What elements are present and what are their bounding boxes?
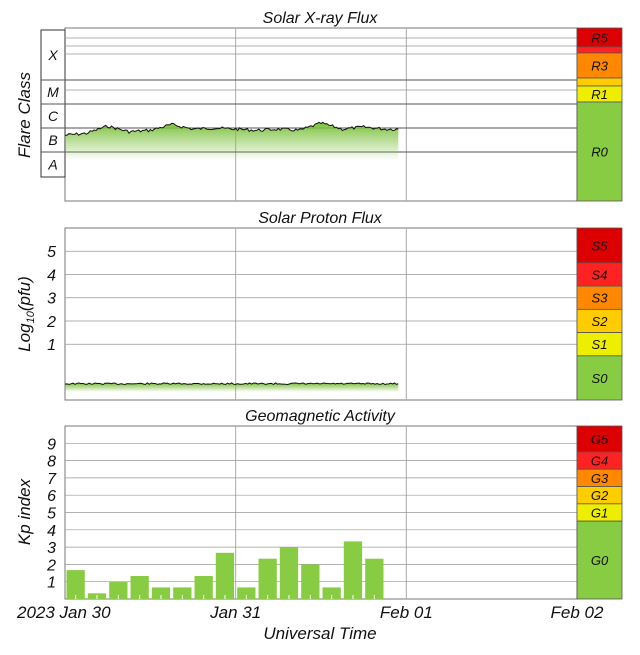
kp-bar — [343, 541, 363, 599]
scale-label: G2 — [591, 488, 609, 503]
scale-label: R0 — [591, 145, 608, 160]
y-tick-label: 4 — [47, 267, 56, 284]
scale-segment — [576, 227, 623, 264]
y-tick-label: 2 — [46, 557, 56, 574]
scale-label: S5 — [592, 238, 609, 253]
kp-bar — [215, 552, 235, 599]
flare-class-label: C — [48, 108, 59, 124]
panel-title: Solar Proton Flux — [258, 210, 383, 227]
kp-bar — [194, 576, 213, 599]
scale-segment — [576, 46, 623, 54]
scale-label: R5 — [591, 31, 608, 46]
y-tick-label: 5 — [47, 244, 56, 261]
x-tick-label: Feb 01 — [380, 603, 433, 622]
kp-bar — [279, 547, 299, 599]
y-tick-label: 1 — [47, 337, 56, 354]
scale-label: G3 — [591, 471, 609, 486]
scale-segment — [576, 520, 623, 600]
flare-class-label: A — [47, 157, 57, 173]
kp-bar — [237, 587, 256, 599]
y-tick-label: 9 — [47, 436, 56, 453]
y-tick-label: 4 — [47, 523, 56, 540]
scale-segment — [576, 425, 623, 453]
kp-bar — [151, 587, 171, 599]
y-axis-title: Kp index — [15, 478, 34, 545]
y-tick-label: 8 — [47, 454, 56, 471]
x-axis-title: Universal Time — [263, 624, 376, 643]
kp-bar — [258, 558, 277, 599]
y-tick-label: 5 — [47, 506, 56, 523]
panel-title: Geomagnetic Activity — [245, 408, 396, 425]
proton-flux-area — [65, 382, 399, 392]
panel-frame — [64, 227, 578, 401]
xray-flux-line — [65, 121, 399, 136]
y-tick-label: 2 — [46, 314, 56, 331]
y-tick-label: 3 — [47, 540, 56, 557]
proton-flux-line — [64, 382, 399, 386]
scale-label: S4 — [592, 267, 608, 282]
scale-label: G1 — [591, 506, 608, 521]
y-tick-label: 1 — [47, 575, 56, 592]
y-tick-label: 3 — [47, 291, 56, 308]
scale-segment — [576, 77, 623, 87]
scale-label: S3 — [592, 291, 609, 306]
scale-label: S0 — [592, 371, 609, 386]
kp-bar — [173, 587, 192, 599]
scale-label: G4 — [591, 454, 608, 469]
kp-bar — [322, 587, 341, 599]
panel-frame — [64, 27, 578, 202]
kp-bar — [109, 581, 128, 599]
kp-bar — [130, 576, 149, 599]
x-tick-label: Jan 31 — [209, 603, 261, 622]
flare-class-label: B — [48, 132, 57, 148]
scale-label: S2 — [592, 314, 609, 329]
kp-bar — [365, 558, 384, 599]
y-tick-label: 6 — [47, 488, 56, 505]
scale-segment — [576, 355, 623, 401]
y-tick-label: 7 — [47, 471, 57, 488]
x-tick-label: Feb 02 — [551, 603, 604, 622]
scale-label: G0 — [591, 553, 609, 568]
scale-label: R3 — [591, 59, 608, 74]
y-axis-title: Log10(pfu) — [15, 276, 37, 352]
scale-label: G5 — [591, 432, 609, 447]
panel-title: Solar X-ray Flux — [263, 10, 379, 27]
x-tick-label: 2023 Jan 30 — [16, 603, 111, 622]
kp-bar — [301, 564, 320, 599]
scale-segment — [576, 101, 623, 202]
scale-label: R1 — [591, 87, 608, 102]
flare-class-label: X — [47, 47, 58, 63]
y-axis-title: Flare Class — [15, 72, 34, 158]
scale-segment — [576, 52, 623, 79]
kp-bar — [66, 570, 85, 599]
scale-label: S1 — [592, 337, 608, 352]
flare-class-label: M — [47, 84, 59, 100]
